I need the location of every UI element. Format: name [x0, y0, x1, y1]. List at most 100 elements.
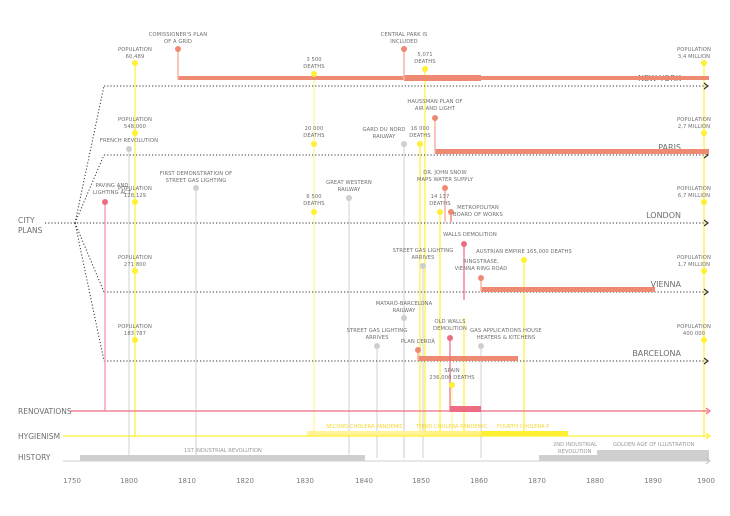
first-industrial-band — [80, 455, 365, 461]
central-park-label: CENTRAL PARK IS — [381, 32, 428, 38]
spain-236000-label: 236,000 DEATHS — [429, 375, 474, 381]
barcelona-gas-lighting-label: ARRIVES — [365, 335, 388, 341]
second-industrial-band — [539, 455, 709, 461]
vienna-plan-bar — [481, 287, 655, 292]
tick-1860: 1860 — [470, 477, 488, 485]
renovations-arrow-icon — [705, 407, 711, 415]
vienna-population-start-label: POPULATION — [118, 255, 152, 261]
ringstrasse-label: RINGSTRASE, — [463, 259, 499, 265]
walls-demolition-dot — [461, 241, 467, 247]
golden-age-label: GOLDEN AGE OF ILLUSTRATION — [613, 442, 695, 448]
first-gas-lighting-dot — [193, 185, 199, 191]
vienna-gas-lighting-dot — [420, 263, 426, 269]
plan-cerda: PLAN CERDÀ — [401, 338, 435, 353]
gas-applications-label: HEATERS & KITCHENS — [477, 335, 536, 341]
london-population-end-label: 6,7 MILLION — [678, 193, 710, 199]
tick-1840: 1840 — [355, 477, 373, 485]
tick-1810: 1810 — [178, 477, 196, 485]
new-york-population-start-dot — [132, 60, 138, 66]
paving-lighting-act-label: LIGHTING ACT — [93, 190, 132, 196]
barcelona-arrow-icon — [703, 357, 709, 365]
city-plans-label-2: PLANS — [18, 226, 43, 235]
gare-du-nord-dot — [401, 141, 407, 147]
ringstrasse: RINGSTRASE,VIENNA RING ROAD — [455, 259, 508, 281]
paris-population-start-label: 548,000 — [124, 124, 146, 130]
spain-236000-dot — [449, 382, 455, 388]
central-park-dot — [401, 46, 407, 52]
paris-population-end-label: 2,7 MILLION — [678, 124, 710, 130]
golden-age-band — [597, 450, 709, 456]
mataro-railway-label: RAILWAY — [393, 308, 416, 314]
london-population-end-label: POPULATION — [677, 186, 711, 192]
new-york-population-end-dot — [701, 60, 707, 66]
category-lines — [63, 407, 712, 465]
hygienism-arrow-icon — [705, 432, 712, 440]
london-6500-dot — [311, 209, 317, 215]
renovations-label: RENOVATIONS — [18, 407, 72, 416]
haussman-plan-dot — [432, 115, 438, 121]
vienna-population-end-dot — [701, 268, 707, 274]
paris-population-start-label: POPULATION — [118, 117, 152, 123]
first-gas-lighting-label: STREET GAS LIGHTING — [166, 178, 227, 184]
spain-236000-label: SPAIN — [444, 368, 460, 374]
ringstrasse-label: VIENNA RING ROAD — [455, 266, 508, 272]
ny-3500-dot — [311, 71, 317, 77]
second-industrial-label-2: REVOLUTION — [558, 449, 592, 455]
austria-165000-label: AUSTRIAN EMPIRE 165,000 DEATHS — [476, 249, 572, 255]
old-walls-demolition-dot — [447, 335, 453, 341]
hygienism-vertical-lines — [134, 63, 705, 437]
ringstrasse-dot — [478, 275, 484, 281]
category-labels: CITY PLANS RENOVATIONS HYGIENISM HISTORY — [18, 216, 72, 462]
tick-1830: 1830 — [296, 477, 314, 485]
tick-1870: 1870 — [528, 477, 546, 485]
second-cholera-band — [307, 431, 424, 436]
tick-1880: 1880 — [586, 477, 604, 485]
mataro-railway-label: MATARÓ-BARCELONA — [376, 300, 433, 307]
paris-population-start-dot — [132, 130, 138, 136]
first-gas-lighting-label: FIRST DEMONSTRATION OF — [160, 171, 233, 177]
french-revolution-dot — [126, 146, 132, 152]
city-plans-label-1: CITY — [18, 216, 35, 225]
austria-165000: AUSTRIAN EMPIRE 165,000 DEATHS — [476, 249, 572, 263]
old-walls-demolition-label: DEMOLITION — [433, 326, 467, 332]
ny-3500-label: 3 500 — [306, 57, 321, 63]
london-arrow-icon — [703, 219, 709, 227]
barcelona-population-start-dot — [132, 337, 138, 343]
tick-1750: 1750 — [63, 477, 81, 485]
metropolitan-board-label: BOARD OF WORKS — [453, 212, 503, 218]
vienna-gas-lighting-label: ARRIVES — [411, 255, 434, 261]
plan-cerda-dot — [415, 347, 421, 353]
new-york-population-end-label: POPULATION — [677, 47, 711, 53]
gare-du-nord-label: GARD DU NORD — [362, 127, 405, 133]
tick-1820: 1820 — [236, 477, 254, 485]
london-6500-label: DEATHS — [303, 201, 324, 207]
paris-20000-label: 20 000 — [305, 126, 324, 132]
barcelona-population-start-label: POPULATION — [118, 324, 152, 330]
hygienism-label: HYGIENISM — [18, 432, 60, 441]
second-cholera-label: SECOND CHOLERA PANDEMIC — [326, 424, 404, 430]
paris-20000-dot — [311, 141, 317, 147]
city-timelines: NEW YORKPARISLONDONVIENNABARCELONA — [104, 74, 709, 365]
john-snow-label: MAPS WATER SUPPLY — [417, 177, 474, 183]
tick-1850: 1850 — [412, 477, 430, 485]
paris-population-end-label: POPULATION — [677, 117, 711, 123]
haussman-plan-label: AIR AND LIGHT — [415, 106, 456, 112]
great-western-dot — [346, 195, 352, 201]
central-park-bar — [404, 75, 481, 81]
paris-16000-label: 16 000 — [411, 126, 430, 132]
